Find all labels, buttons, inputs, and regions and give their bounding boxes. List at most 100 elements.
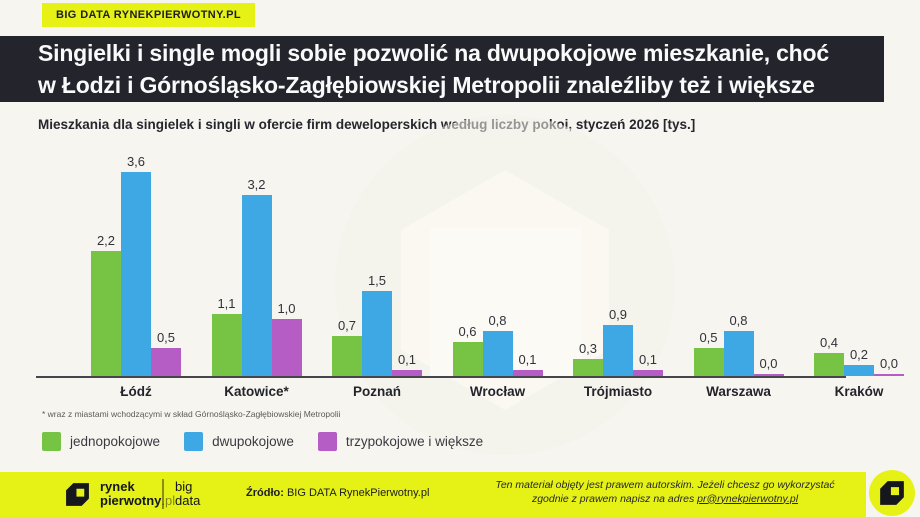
bar-value-label: 0,6	[458, 324, 477, 339]
bar-group-7: 0,4 0,2 0,0	[813, 335, 905, 376]
legend-item-dwupokojowe: dwupokojowe	[184, 432, 294, 451]
category-axis-labels: Łódź Katowice* Poznań Wrocław Trójmiasto Wars…	[36, 384, 883, 402]
bar-value-label: 1,1	[217, 296, 236, 311]
bar-value-label: 0,5	[699, 330, 718, 345]
bar	[693, 348, 724, 376]
footnote: * wraz z miastami wchodzącymi w skład Gó…	[42, 409, 341, 419]
bar-trzypokojowe-Warszawa: 0,0	[753, 356, 784, 376]
bigdata-line2: data	[175, 493, 201, 508]
category-label-Trójmiasto: Trójmiasto	[583, 384, 653, 399]
bar-value-label: 0,9	[608, 307, 628, 322]
category-label-Kraków: Kraków	[834, 384, 884, 399]
bar-value-label: 0,8	[488, 313, 507, 328]
rynekpierwotny-logo-text: rynek pierwotny.pl	[100, 480, 175, 508]
bar-dwupokojowe-Wrocław: 0,8	[482, 313, 513, 376]
bar	[271, 319, 302, 376]
bar-value-label: 2,2	[96, 233, 116, 248]
bar	[211, 314, 242, 376]
pr-email-link[interactable]: pr@rynekpierwotny.pl	[697, 492, 799, 505]
legend-label: jednopokojowe	[70, 434, 161, 449]
bar	[603, 325, 633, 376]
category-label-Katowice*: Katowice*	[224, 384, 289, 399]
bar-value-label: 3,6	[126, 154, 146, 169]
bar	[392, 370, 422, 376]
bar-dwupokojowe-Kraków: 0,2	[844, 347, 874, 376]
page-title-line2: w Łodzi i Górnośląsko-Zagłębiowskiej Met…	[38, 72, 815, 98]
bar-value-label: 0,4	[819, 335, 839, 350]
page-title-line1: Singielki i single mogli sobie pozwolić …	[38, 40, 829, 66]
bar	[573, 359, 603, 376]
bar-jednopokojowe-Poznań: 0,7	[332, 318, 362, 376]
bar-group-4: 0,6 0,8 0,1	[452, 313, 544, 376]
bar-group-2: 1,1 3,2 1,0	[211, 177, 303, 376]
legend-swatch-purple	[317, 432, 337, 451]
category-label-Warszawa: Warszawa	[706, 384, 771, 399]
bar-value-label: 1,0	[277, 301, 296, 316]
bar-value-label: 3,2	[247, 177, 266, 192]
bar-value-label: 0,1	[397, 352, 417, 367]
chart-legend: jednopokojowe dwupokojowe trzypokojowe i…	[42, 432, 507, 451]
bigdata-logo-text: big data	[175, 480, 200, 508]
bar	[241, 195, 272, 376]
bar-trzypokojowe-Wrocław: 0,1	[512, 352, 543, 376]
bar-dwupokojowe-Poznań: 1,5	[362, 273, 392, 376]
bar-group-3: 0,7 1,5 0,1	[331, 273, 423, 376]
chart-subtitle: Mieszkania dla singielek i singli w ofer…	[38, 117, 696, 132]
bar	[121, 172, 151, 376]
bar-value-label: 0,3	[578, 341, 598, 356]
bar-dwupokojowe-Łódź: 3,6	[121, 154, 151, 376]
bar-value-label: 0,5	[156, 330, 176, 345]
bar	[753, 374, 784, 376]
bar-dwupokojowe-Katowice*: 3,2	[241, 177, 272, 376]
source-line: Źródło: BIG DATA RynekPierwotny.pl	[246, 487, 429, 499]
legend-item-trzypokojowe: trzypokojowe i większe	[317, 432, 483, 451]
bar-value-label: 0,1	[638, 352, 658, 367]
footer-divider	[162, 479, 164, 509]
bar-value-label: 0,8	[729, 313, 748, 328]
bar-group-1: 2,2 3,6 0,5	[90, 154, 182, 376]
bar-trzypokojowe-Łódź: 0,5	[151, 330, 181, 376]
bar-jednopokojowe-Wrocław: 0,6	[452, 324, 483, 376]
bar-group-5: 0,3 0,9 0,1	[572, 307, 664, 376]
bar	[844, 365, 874, 376]
copyright-line2-prefix: zgodnie z prawem napisz na adres	[531, 492, 698, 505]
bar	[332, 336, 362, 376]
legend-swatch-green	[42, 432, 61, 451]
rynekpierwotny-cube-icon	[66, 483, 89, 506]
brand-suffix: .pl	[161, 493, 176, 508]
bar-jednopokojowe-Łódź: 2,2	[91, 233, 121, 376]
bar-trzypokojowe-Trójmiasto: 0,1	[633, 352, 663, 376]
legend-label: dwupokojowe	[212, 434, 294, 449]
brand-badge: BIG DATA RYNEKPIERWOTNY.PL	[42, 3, 255, 27]
source-label: Źródło:	[246, 487, 284, 499]
bar	[452, 342, 483, 376]
bar-value-label: 0,1	[518, 352, 537, 367]
bar-jednopokojowe-Warszawa: 0,5	[693, 330, 724, 376]
footer-circle-logo	[869, 470, 915, 516]
bar	[814, 353, 844, 376]
brand-line2: pierwotny	[100, 493, 162, 508]
bar	[151, 348, 181, 376]
copyright-line1: Ten materiał objęty jest prawem autorski…	[495, 479, 835, 491]
bar-jednopokojowe-Kraków: 0,4	[814, 335, 844, 376]
category-label-Poznań: Poznań	[352, 384, 401, 399]
bar-value-label: 0,2	[849, 347, 869, 362]
bar	[482, 331, 513, 376]
legend-item-jednopokojowe: jednopokojowe	[42, 432, 160, 451]
copyright-notice: Ten materiał objęty jest prawem autorski…	[430, 479, 900, 506]
bar	[362, 291, 392, 376]
category-label-Łódź: Łódź	[120, 384, 152, 399]
brand-line1: rynek	[100, 479, 135, 494]
bar-trzypokojowe-Poznań: 0,1	[392, 352, 422, 376]
bar-dwupokojowe-Trójmiasto: 0,9	[603, 307, 633, 376]
bar	[874, 374, 904, 376]
bar	[91, 251, 121, 376]
legend-swatch-blue	[184, 432, 204, 451]
bar-jednopokojowe-Katowice*: 1,1	[211, 296, 242, 376]
bar-value-label: 0,0	[759, 356, 778, 371]
bar-trzypokojowe-Katowice*: 1,0	[271, 301, 302, 376]
bigdata-line1: big	[175, 479, 193, 494]
bar	[633, 370, 663, 376]
bar-value-label: 0,7	[337, 318, 357, 333]
